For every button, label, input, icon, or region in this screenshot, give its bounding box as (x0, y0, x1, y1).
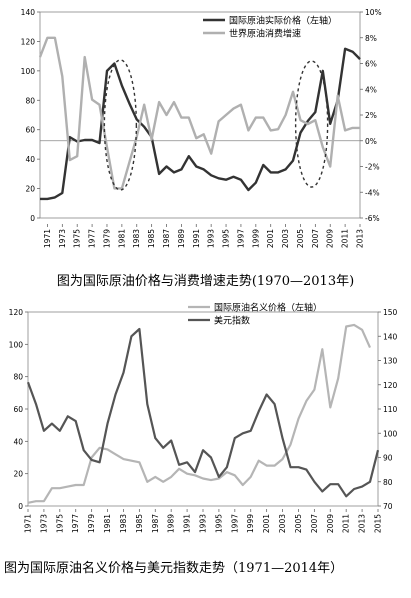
x-axis-tick-label: 2011 (341, 229, 350, 248)
x-axis-tick-label: 1991 (183, 514, 192, 533)
left-axis-tick-label: 40 (13, 437, 23, 446)
right-axis-tick-label: 120 (383, 381, 398, 390)
legend-label-2: 世界原油消费增速 (229, 28, 301, 40)
x-axis-tick-label: 1977 (88, 229, 97, 248)
right-axis-tick-label: 8% (365, 34, 377, 43)
left-axis-tick-label: 60 (13, 405, 23, 414)
right-axis-tick-label: 2% (365, 111, 377, 120)
x-axis-tick-label: 1973 (39, 514, 48, 533)
left-axis-tick-label: 0 (30, 214, 35, 223)
x-axis-tick-label: 1993 (207, 229, 216, 248)
chart-2-svg: 0 20 40 60 80 100 120 70 80 90 100 110 120 130 140 150 1… (9, 302, 398, 534)
left-axis-tick-label: 80 (13, 373, 23, 382)
x-axis-tick-label: 2015 (374, 514, 383, 533)
left-axis-tick-label: 80 (25, 96, 35, 105)
x-axis-tick-label: 2003 (281, 229, 290, 248)
right-axis-tick-label: 4% (365, 85, 377, 94)
x-axis-tick-label: 1989 (177, 229, 186, 248)
x-axis-tick-label: 1983 (119, 514, 128, 533)
x-axis-tick-label: 2009 (326, 229, 335, 248)
x-axis-tick-label: 2003 (278, 514, 287, 533)
x-axis-tick-label: 1985 (135, 514, 144, 533)
x-axis-tick-label: 2013 (356, 229, 365, 248)
x-axis-tick-label: 1999 (246, 514, 255, 533)
x-axis-tick-label: 2001 (262, 514, 271, 533)
annotation-ellipse-2 (294, 60, 329, 188)
x-axis-tick-label: 1995 (214, 514, 223, 533)
x-axis-tick-label: 2011 (342, 514, 351, 533)
x-axis-tick-label: 1995 (222, 229, 231, 248)
right-axis-tick-label: 10% (365, 8, 382, 17)
right-axis-tick-label: 6% (365, 60, 377, 69)
left-axis-tick-label: 20 (25, 185, 35, 194)
legend-label-2: 美元指数 (214, 315, 250, 327)
x-axis-tick-label: 2013 (358, 514, 367, 533)
right-axis-tick-label: 100 (383, 429, 398, 438)
x-axis-tick-label: 1975 (73, 229, 82, 248)
x-axis-tick-label: 2001 (266, 229, 275, 248)
x-axis-tick-label: 1993 (199, 514, 208, 533)
x-axis-tick-label: 1997 (236, 229, 245, 248)
x-axis-tick-label: 1983 (132, 229, 141, 248)
left-axis-tick-label: 0 (18, 502, 23, 511)
left-axis-tick-label: 60 (25, 126, 35, 135)
right-axis-tick-label: 110 (383, 405, 398, 414)
x-axis-tick-label: 1979 (87, 514, 96, 533)
x-axis-tick-label: 1985 (147, 229, 156, 248)
series-line-1 (27, 323, 372, 504)
right-axis-tick-label: 140 (383, 332, 398, 341)
plot-area (27, 311, 379, 507)
x-axis-tick-label: 2007 (310, 514, 319, 533)
left-axis-tick-label: 20 (13, 470, 23, 479)
left-axis-tick-label: 140 (21, 8, 36, 17)
x-axis-tick-label: 1987 (151, 514, 160, 533)
x-axis-tick-label: 1977 (71, 514, 80, 533)
x-axis-tick-label: 1981 (103, 514, 112, 533)
x-axis-tick-label: 1981 (117, 229, 126, 248)
right-axis-tick-label: -6% (365, 214, 380, 223)
x-axis-tick-label: 1973 (58, 229, 67, 248)
right-axis-tick-label: 80 (383, 478, 393, 487)
left-axis-tick-label: 100 (21, 67, 36, 76)
left-axis-tick-label: 120 (21, 37, 36, 46)
left-axis-tick-label: 40 (25, 155, 35, 164)
x-axis-tick-label: 2007 (311, 229, 320, 248)
x-axis-tick-label: 1999 (251, 229, 260, 248)
legend-label-1: 国际原油名义价格（左轴） (214, 302, 322, 314)
x-axis-tick-label: 1979 (102, 229, 111, 248)
x-axis-tick-label: 1991 (192, 229, 201, 248)
x-axis-tick-label: 1997 (230, 514, 239, 533)
right-axis-tick-label: 130 (383, 357, 398, 366)
chart-1-caption: 图为国际原油价格与消费增速走势(1970—2013年) (56, 274, 355, 289)
right-axis-tick-label: -4% (365, 188, 380, 197)
chart-panel-1: 0 20 40 60 80 100 120 140 -6% -4% -2% 0% 2% 4% 6% 8% 10%… (0, 0, 411, 292)
chart-2-caption: 图为国际原油名义价格与美元指数走势（1971—2014年） (4, 561, 344, 576)
x-axis-tick-label: 1975 (55, 514, 64, 533)
right-axis-tick-label: 0% (365, 137, 377, 146)
chart-1-svg: 0 20 40 60 80 100 120 140 -6% -4% -2% 0% 2% 4% 6% 8% 10%… (21, 8, 382, 248)
x-axis-tick-label: 2005 (294, 514, 303, 533)
right-axis-tick-label: 90 (383, 454, 393, 463)
chart-panel-2: 0 20 40 60 80 100 120 70 80 90 100 110 120 130 140 150 1… (0, 292, 411, 598)
right-axis-tick-label: -2% (365, 163, 380, 172)
x-axis-tick-label: 2005 (296, 229, 305, 248)
x-axis-tick-label: 2009 (326, 514, 335, 533)
x-axis-tick-label: 1971 (43, 229, 52, 248)
series-line-2 (38, 36, 360, 190)
right-axis-tick-label: 150 (383, 308, 398, 317)
right-axis-tick-label: 70 (383, 502, 393, 511)
left-axis-tick-label: 100 (9, 340, 24, 349)
x-axis-tick-label: 1989 (167, 514, 176, 533)
legend-label-1: 国际原油实际价格（左轴） (229, 15, 337, 27)
left-axis-tick-label: 120 (9, 308, 24, 317)
annotation-ellipse-1 (103, 59, 138, 191)
x-axis-tick-label: 1987 (162, 229, 171, 248)
x-axis-tick-label: 1971 (24, 514, 33, 533)
series-line-2 (26, 327, 380, 498)
